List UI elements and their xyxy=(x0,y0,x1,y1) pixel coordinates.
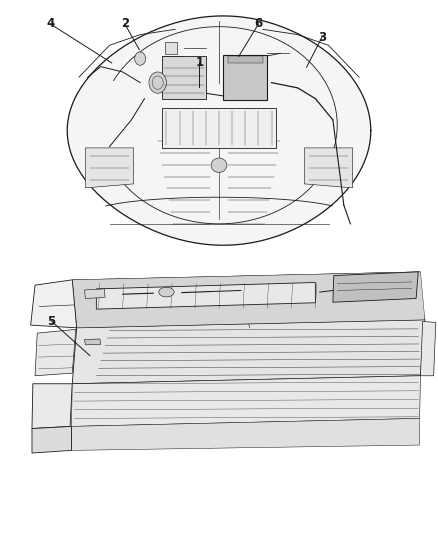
Polygon shape xyxy=(71,418,420,450)
Polygon shape xyxy=(85,289,105,298)
Bar xyxy=(228,56,263,63)
Polygon shape xyxy=(68,282,425,328)
Polygon shape xyxy=(72,272,425,328)
Text: 3: 3 xyxy=(318,31,326,44)
Polygon shape xyxy=(31,280,77,328)
Bar xyxy=(162,56,206,99)
Polygon shape xyxy=(35,329,76,376)
Bar xyxy=(162,108,276,148)
Polygon shape xyxy=(71,376,420,426)
Text: 1: 1 xyxy=(195,56,203,69)
Polygon shape xyxy=(67,16,371,245)
Text: 4: 4 xyxy=(46,18,54,30)
Polygon shape xyxy=(68,272,420,290)
Ellipse shape xyxy=(149,72,166,93)
Ellipse shape xyxy=(135,52,145,66)
Polygon shape xyxy=(32,384,72,429)
Bar xyxy=(165,42,177,54)
Bar xyxy=(223,55,267,100)
Polygon shape xyxy=(32,426,71,453)
Polygon shape xyxy=(85,148,134,188)
Polygon shape xyxy=(72,320,425,384)
Text: 2: 2 xyxy=(121,18,129,30)
Text: 6: 6 xyxy=(254,18,262,30)
Polygon shape xyxy=(333,272,418,302)
Polygon shape xyxy=(420,321,436,376)
Ellipse shape xyxy=(159,287,174,297)
Polygon shape xyxy=(96,282,315,309)
Ellipse shape xyxy=(211,158,227,173)
Text: 5: 5 xyxy=(48,315,56,328)
Polygon shape xyxy=(304,148,353,188)
Polygon shape xyxy=(85,339,101,345)
